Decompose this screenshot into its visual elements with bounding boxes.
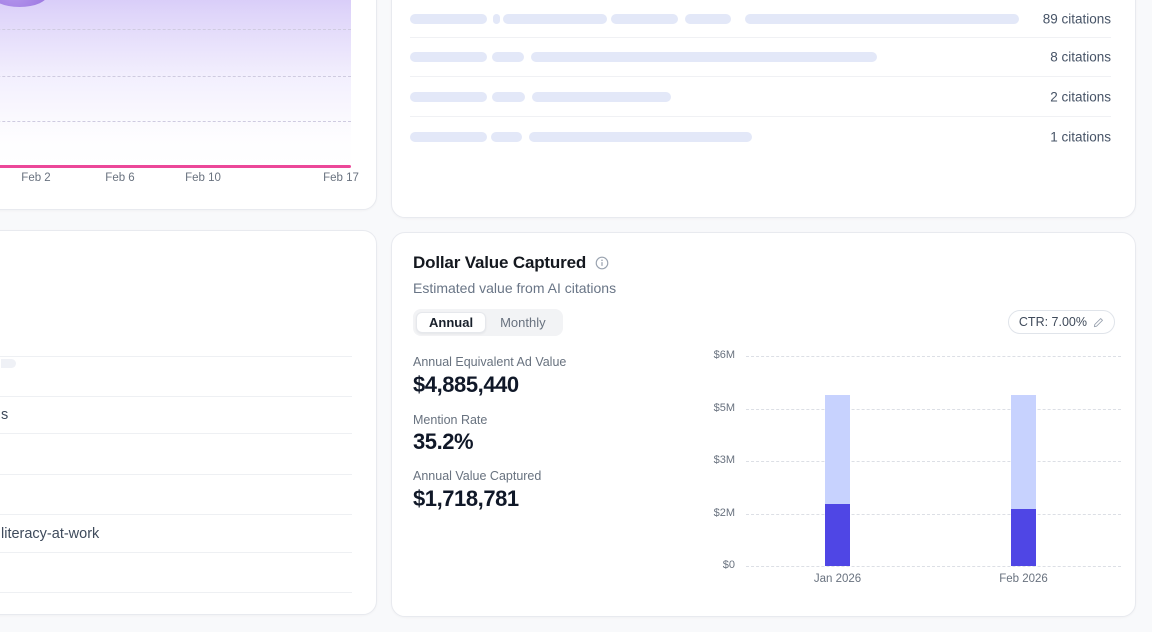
row-divider	[410, 76, 1111, 77]
page-row[interactable]: s	[0, 397, 376, 433]
page-row[interactable]	[0, 593, 376, 614]
y-tick-label: $5M	[713, 401, 735, 414]
citation-count: 8 citations	[1050, 49, 1111, 65]
page-row[interactable]	[0, 475, 376, 514]
bar-segment-captured[interactable]	[1011, 509, 1036, 566]
metric-label-ad-value: Annual Equivalent Ad Value	[413, 355, 567, 369]
citation-count: 2 citations	[1050, 89, 1111, 104]
page-rows: s literacy-at-work	[0, 356, 376, 614]
x-tick-label: Feb 2026	[999, 573, 1048, 585]
row-divider	[0, 514, 352, 515]
y-tick-label: $3M	[713, 454, 735, 466]
page-row[interactable]	[0, 553, 376, 592]
x-tick-label: Feb 10	[185, 172, 221, 184]
tab-annual[interactable]: Annual	[416, 312, 487, 333]
row-divider	[0, 396, 352, 397]
area-chart-fill	[0, 0, 351, 166]
skeleton-pill	[491, 132, 522, 142]
card-subtitle: Estimated value from AI citations	[413, 280, 617, 296]
skeleton-pill	[532, 91, 671, 102]
x-tick-label: Jan 2026	[813, 573, 862, 585]
skeleton-pill	[492, 52, 524, 62]
skeleton-pill	[410, 132, 487, 142]
gridline	[0, 76, 351, 77]
bar-segment-captured[interactable]	[825, 504, 850, 566]
skeleton-pill	[685, 14, 731, 24]
citations-list-card: 89 citations 8 citations 2 citations 1 cita…	[391, 0, 1136, 218]
gridline	[746, 408, 1121, 410]
row-divider	[0, 356, 352, 357]
skeleton-pill	[531, 52, 877, 62]
citation-row[interactable]: 8 citations	[392, 38, 1135, 76]
row-divider	[410, 37, 1111, 38]
skeleton-pill	[529, 132, 752, 142]
tab-monthly[interactable]: Monthly	[500, 315, 546, 330]
value-bar-chart: $0 $2M $3M $5M $6M Jan 2026 Feb 2026	[714, 349, 1121, 585]
gridline	[746, 513, 1121, 515]
citation-rows: 89 citations 8 citations 2 citations 1 cita…	[392, 1, 1135, 157]
metric-label-mention-rate: Mention Rate	[413, 413, 488, 427]
row-divider	[0, 433, 352, 434]
gridline	[746, 461, 1121, 462]
skeleton-pill	[503, 14, 607, 24]
period-toggle: Annual Monthly	[413, 309, 563, 336]
row-divider	[410, 116, 1111, 117]
card-title: Dollar Value Captured	[413, 253, 587, 272]
y-tick-label: $2M	[713, 506, 735, 519]
dollar-value-card: Dollar Value Captured Estimated value fr…	[391, 232, 1136, 617]
trend-line-series[interactable]	[0, 165, 351, 168]
page-label: literacy-at-work	[1, 525, 100, 542]
trend-chart-card: Feb 2 Feb 6 Feb 10 Feb 17	[0, 0, 377, 210]
citation-row[interactable]: 89 citations	[392, 1, 1135, 37]
metric-label-value-captured: Annual Value Captured	[413, 469, 542, 483]
skeleton-pill	[493, 14, 500, 24]
skeleton-pill	[410, 14, 487, 24]
info-icon[interactable]	[595, 256, 609, 270]
pencil-icon	[1093, 317, 1103, 327]
skeleton-pill	[611, 14, 678, 24]
metric-value-value-captured: $1,718,781	[413, 486, 519, 511]
area-chart-series-line	[0, 0, 48, 7]
page-row[interactable]	[0, 357, 376, 396]
skeleton-pill	[1, 359, 16, 368]
row-divider	[0, 552, 352, 553]
metric-value-ad-value: $4,885,440	[413, 372, 519, 397]
gridline	[746, 356, 1121, 357]
citation-count: 89 citations	[1042, 11, 1111, 27]
x-tick-label: Feb 17	[323, 172, 359, 184]
page-row[interactable]	[0, 434, 376, 474]
bar-segment-remaining[interactable]	[1011, 394, 1036, 510]
citation-row[interactable]: 1 citations	[392, 117, 1135, 157]
skeleton-pill	[410, 52, 487, 62]
y-tick-label: $6M	[713, 349, 735, 361]
x-tick-label: Feb 6	[105, 172, 135, 184]
skeleton-pill	[410, 91, 487, 102]
x-tick-label: Feb 2	[21, 172, 51, 184]
citation-row[interactable]: 2 citations	[392, 77, 1135, 116]
skeleton-pill	[492, 91, 525, 102]
row-divider	[0, 474, 352, 475]
pages-list-card: s literacy-at-work	[0, 230, 377, 615]
skeleton-pill	[745, 14, 1019, 24]
gridline	[0, 29, 351, 30]
ctr-value: CTR: 7.00%	[1018, 315, 1087, 329]
bar-segment-remaining[interactable]	[825, 394, 850, 505]
row-divider	[0, 592, 352, 593]
gridline	[746, 566, 1121, 567]
citation-count: 1 citations	[1050, 129, 1111, 145]
metric-value-mention-rate: 35.2%	[413, 429, 474, 454]
page-label: s	[1, 407, 9, 423]
gridline	[0, 121, 351, 122]
ctr-edit-badge[interactable]: CTR: 7.00%	[1007, 310, 1115, 334]
page-row[interactable]: literacy-at-work	[0, 515, 376, 552]
y-tick-label: $0	[722, 559, 735, 571]
